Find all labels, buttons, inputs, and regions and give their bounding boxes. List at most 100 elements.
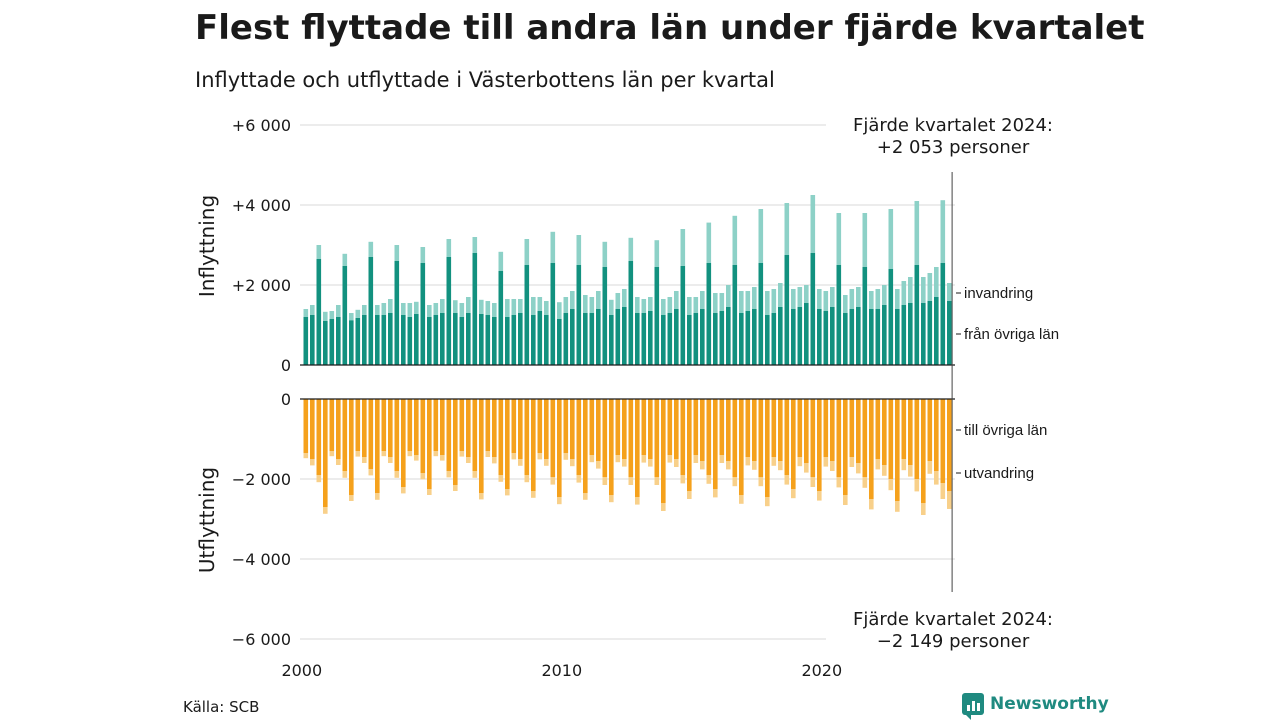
bar — [719, 311, 725, 365]
bar — [381, 303, 387, 315]
newsworthy-logo-icon — [962, 693, 984, 720]
bar — [635, 399, 640, 497]
bar — [927, 399, 933, 461]
bar — [804, 399, 809, 463]
bar — [544, 315, 549, 365]
bar — [635, 497, 640, 505]
bar — [570, 459, 575, 467]
bar — [342, 253, 348, 266]
y-tick-label: 0 — [281, 390, 291, 409]
bar — [394, 261, 400, 365]
bar — [453, 300, 458, 313]
bar — [771, 399, 777, 457]
bar — [661, 399, 666, 503]
bar — [570, 309, 575, 365]
bar — [355, 399, 361, 451]
bar — [492, 399, 497, 457]
bar — [843, 295, 848, 313]
bar — [355, 317, 361, 365]
bar — [927, 273, 933, 301]
bar — [609, 299, 614, 315]
bar — [524, 475, 530, 483]
bar — [661, 315, 666, 365]
bar — [453, 313, 458, 365]
bar — [524, 265, 530, 365]
bar — [921, 503, 926, 515]
bar — [908, 303, 913, 365]
bar — [745, 291, 751, 311]
x-tick-label: 2000 — [281, 661, 322, 680]
bar — [550, 263, 556, 365]
bar — [394, 245, 400, 261]
bar — [498, 475, 504, 482]
bar — [947, 283, 952, 301]
bar — [368, 257, 374, 365]
bar — [466, 457, 471, 463]
bar — [914, 399, 920, 479]
bar — [427, 489, 432, 495]
bar — [778, 307, 783, 365]
bar — [739, 313, 744, 365]
bar — [635, 313, 640, 365]
bar — [797, 457, 803, 467]
bar — [544, 301, 549, 315]
bar — [531, 297, 536, 315]
y-tick-label: −6 000 — [232, 630, 291, 649]
bar — [908, 399, 913, 465]
bar — [375, 493, 380, 500]
legend-label: invandring — [964, 285, 1033, 302]
bar — [440, 313, 445, 365]
bar — [505, 299, 510, 317]
annotation-label: Fjärde kvartalet 2024: — [853, 115, 1053, 136]
bar — [628, 477, 634, 485]
newsworthy-logo[interactable]: Newsworthy — [962, 693, 1109, 720]
newsworthy-logo-text: Newsworthy — [990, 694, 1109, 714]
bar — [537, 399, 543, 453]
bar — [433, 451, 439, 457]
bar — [882, 465, 887, 476]
bar — [310, 459, 315, 466]
bar — [563, 297, 569, 313]
bar — [914, 201, 920, 265]
bar — [407, 451, 413, 457]
bar — [843, 495, 848, 505]
bar — [420, 247, 426, 263]
bar — [563, 453, 569, 460]
bar — [394, 399, 400, 471]
bar — [440, 455, 445, 461]
bar — [329, 399, 335, 451]
bar — [446, 471, 452, 478]
bar — [648, 311, 653, 365]
bar — [765, 291, 770, 315]
y-tick-label: −4 000 — [232, 550, 291, 569]
bar — [375, 305, 380, 315]
bar — [485, 301, 491, 315]
bar — [622, 307, 627, 365]
bar — [856, 307, 861, 365]
bar — [420, 263, 426, 365]
bar — [927, 461, 933, 474]
bar — [823, 311, 829, 365]
bar — [667, 313, 673, 365]
bar — [472, 471, 478, 478]
bar — [797, 399, 803, 457]
bar — [602, 477, 608, 485]
bar — [349, 320, 354, 365]
bar — [908, 465, 913, 477]
bar — [583, 295, 588, 313]
bar — [680, 399, 686, 475]
bar — [531, 399, 536, 491]
bar — [719, 293, 725, 311]
bar — [453, 399, 458, 485]
bar — [875, 459, 881, 470]
bar — [674, 459, 679, 467]
bar — [758, 399, 764, 477]
bar — [784, 203, 790, 255]
bar — [531, 491, 536, 498]
bar — [778, 399, 783, 461]
bar — [745, 311, 751, 365]
bar — [563, 313, 569, 365]
bar — [446, 239, 452, 257]
bar — [550, 477, 556, 485]
